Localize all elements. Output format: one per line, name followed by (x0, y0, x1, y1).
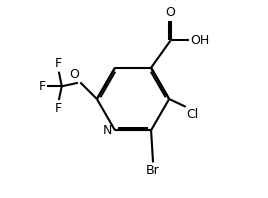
Text: N: N (103, 124, 113, 137)
Text: F: F (55, 102, 62, 114)
Text: Br: Br (146, 165, 160, 177)
Text: O: O (166, 6, 176, 19)
Text: F: F (38, 80, 46, 93)
Text: F: F (55, 57, 62, 70)
Text: O: O (69, 68, 79, 81)
Text: OH: OH (190, 34, 209, 47)
Text: Cl: Cl (187, 108, 199, 121)
